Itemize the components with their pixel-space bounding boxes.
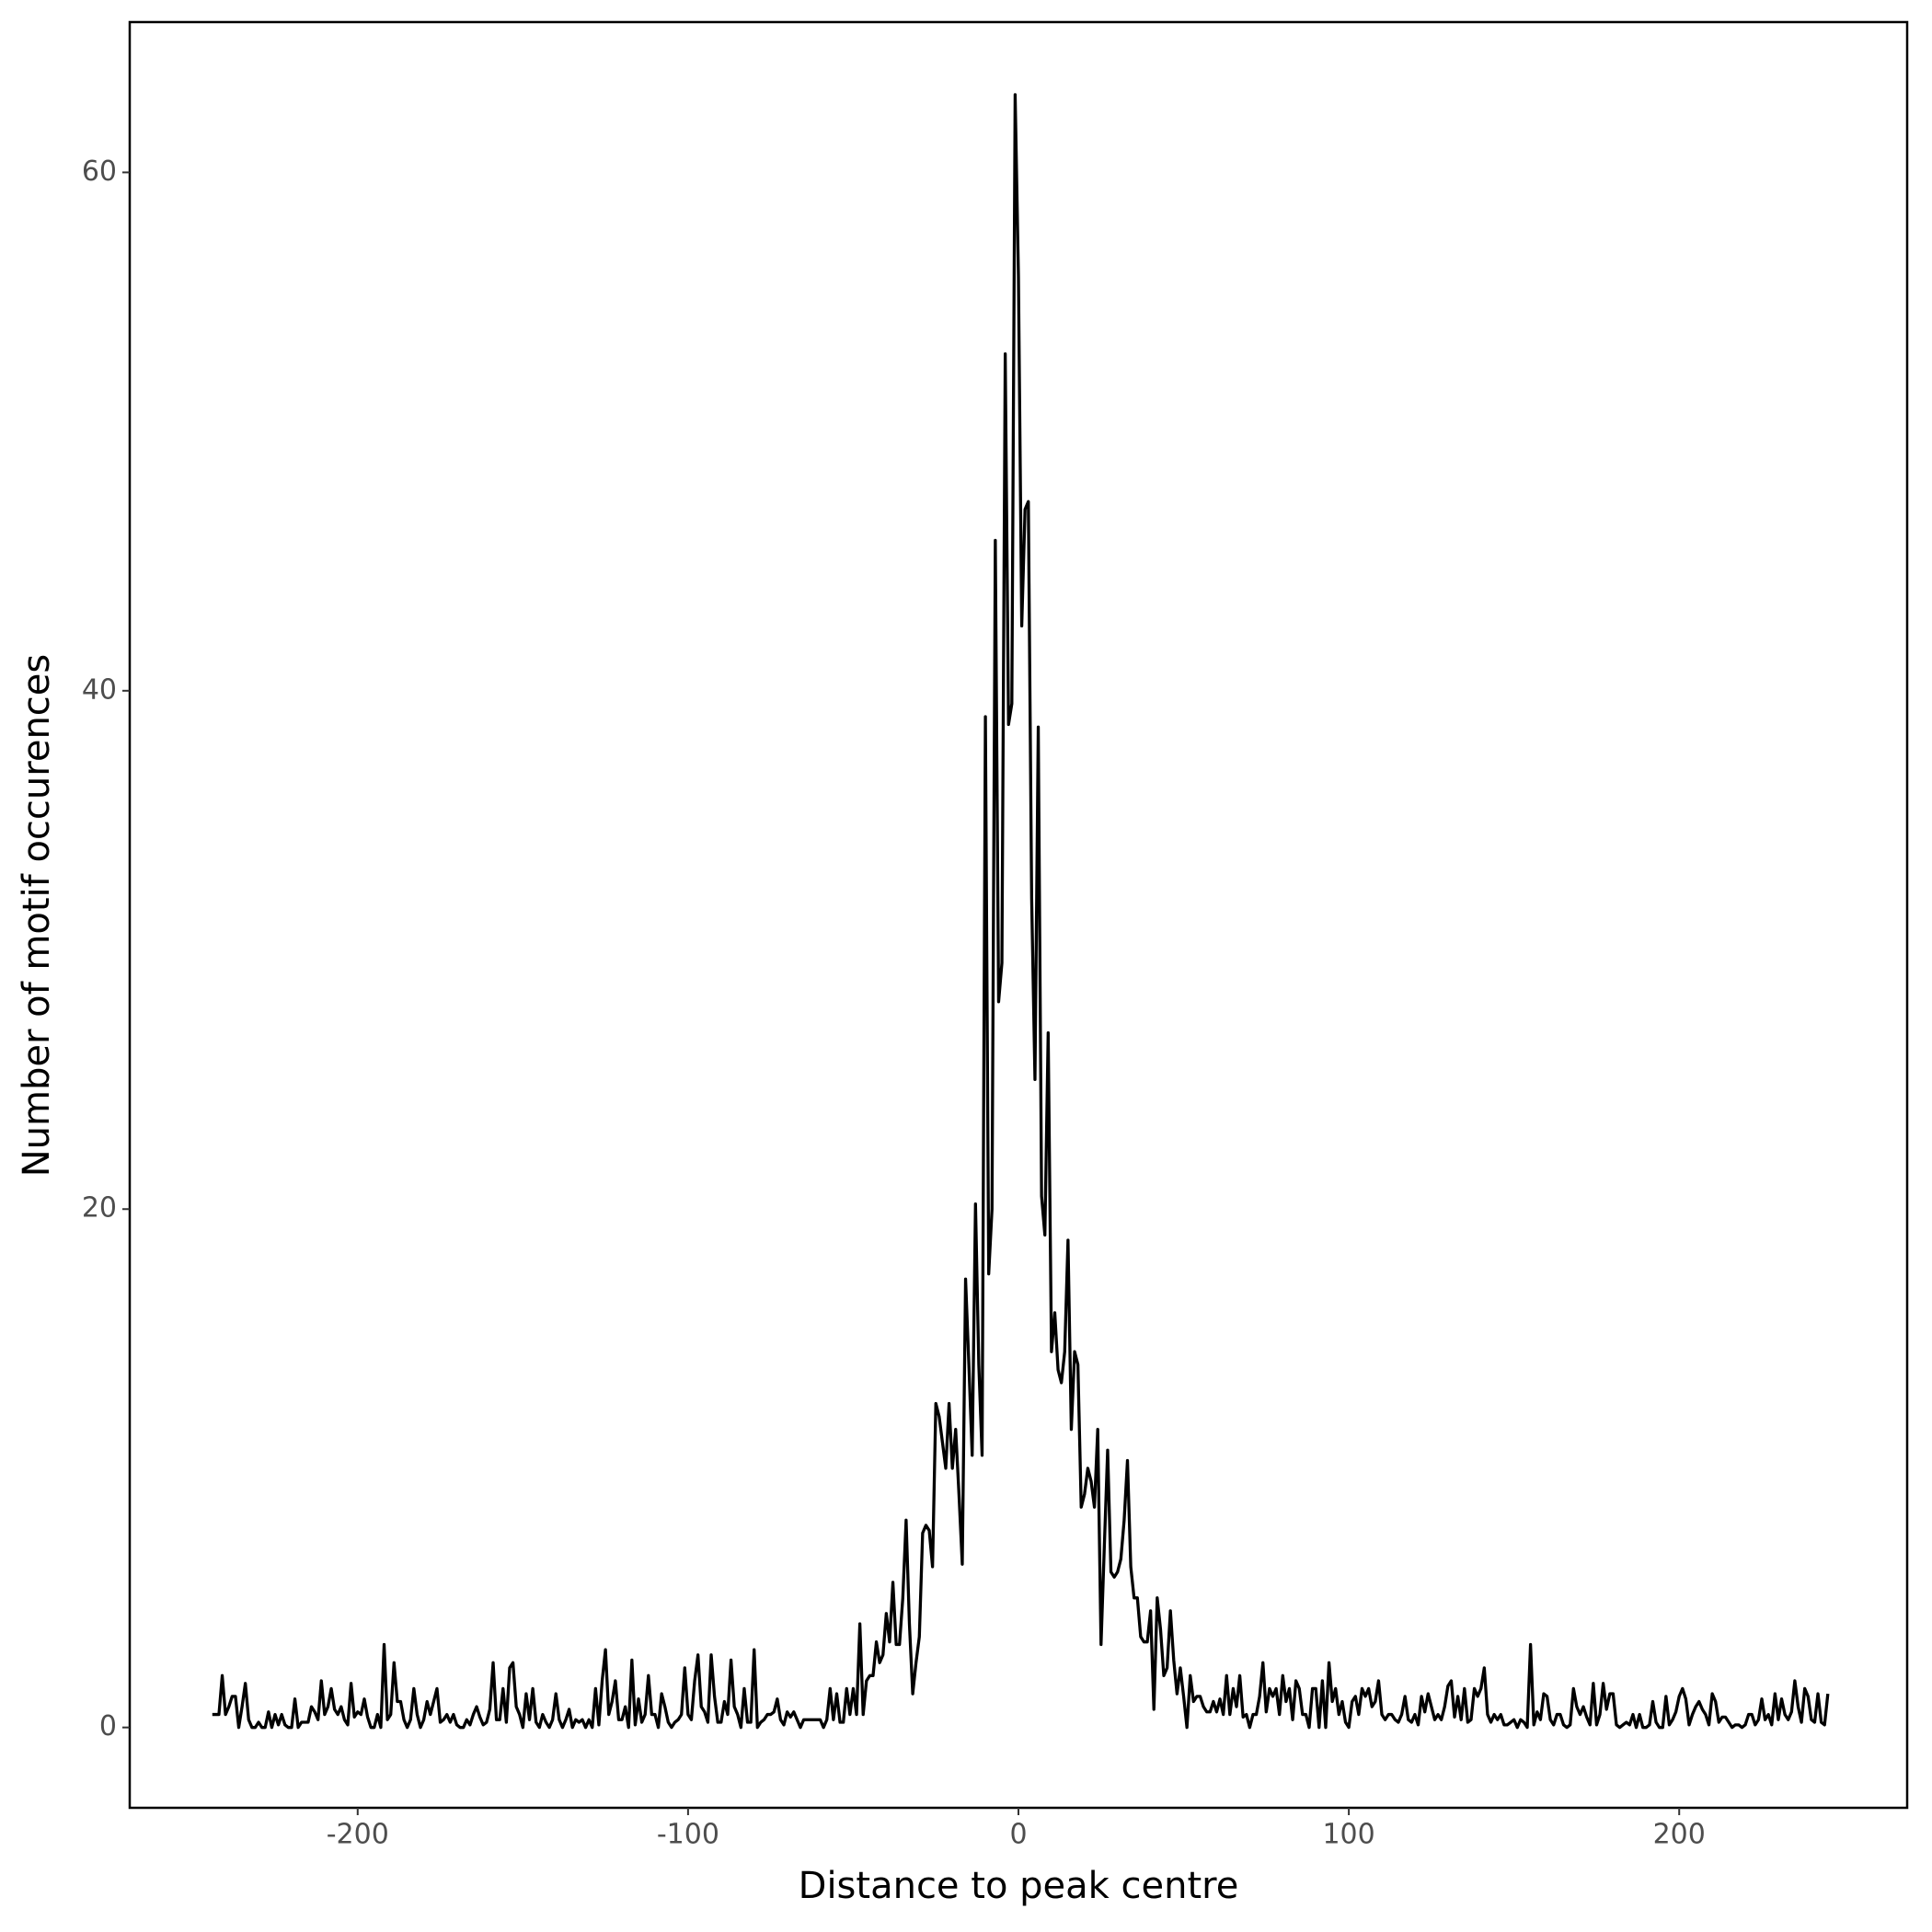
x-tick-label: -200 xyxy=(327,1819,389,1851)
x-tick-label: 100 xyxy=(1322,1819,1374,1851)
y-tick-label: 0 xyxy=(99,1710,117,1742)
x-tick-label: 200 xyxy=(1653,1819,1706,1851)
y-axis-title: Number of motif occurences xyxy=(16,654,58,1177)
x-axis-title: Distance to peak centre xyxy=(799,1865,1239,1907)
y-tick-label: 20 xyxy=(82,1192,117,1225)
y-tick-label: 40 xyxy=(82,673,117,706)
x-tick-label: -100 xyxy=(657,1819,719,1851)
y-tick-label: 60 xyxy=(82,155,117,188)
x-tick-label: 0 xyxy=(1009,1819,1027,1851)
data-line xyxy=(212,93,1830,1730)
